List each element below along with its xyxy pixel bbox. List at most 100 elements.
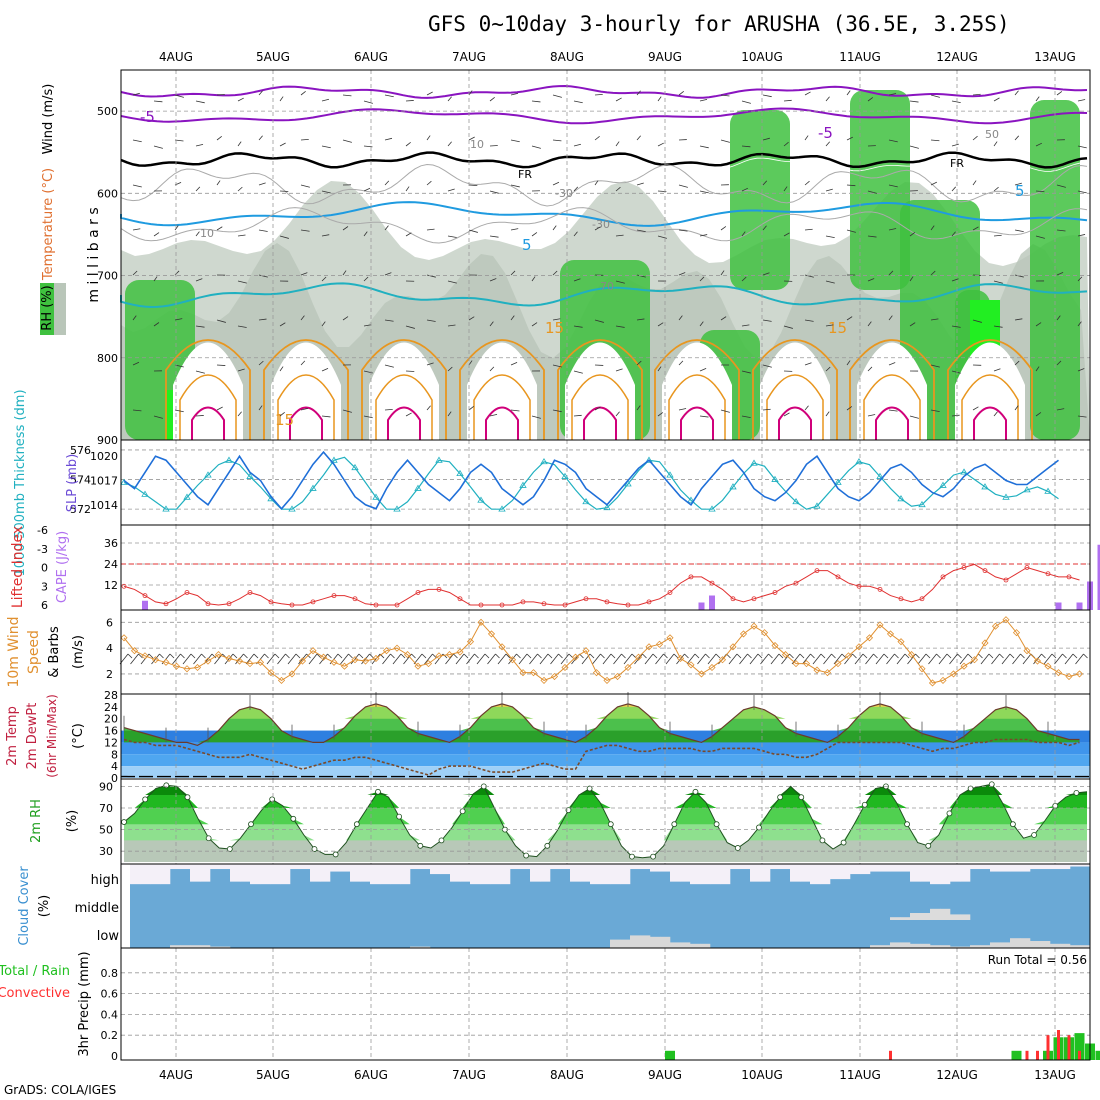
low-cloud-bar <box>930 945 941 948</box>
wind-barb <box>342 270 347 276</box>
surface-wind-barb-flag <box>652 653 658 659</box>
wind-barb <box>1056 408 1065 411</box>
surface-wind-barb-flag <box>925 653 931 659</box>
surface-wind-barb <box>235 653 244 665</box>
wind-barb <box>258 405 263 411</box>
date-label-top: 11AUG <box>839 50 881 64</box>
contour-label: 5 <box>1015 182 1025 200</box>
thickness-marker <box>330 456 338 463</box>
wind-barb <box>258 360 264 366</box>
high-cloud-gap <box>550 864 561 870</box>
wind-barb <box>573 278 581 282</box>
low-cloud-bar <box>960 946 971 948</box>
rh-marker <box>1031 832 1037 838</box>
wind-barb <box>636 229 646 232</box>
lifted-index-marker <box>982 568 988 574</box>
surface-wind-barb <box>497 653 507 665</box>
wind-barb <box>468 229 478 233</box>
wind-barb <box>888 139 898 143</box>
wind-speed-marker <box>372 654 380 663</box>
wind-speed-marker <box>729 643 737 651</box>
wind-barb <box>699 368 707 372</box>
high-cloud-gap <box>790 864 801 882</box>
wind-barb <box>237 325 247 328</box>
thickness-marker <box>897 495 905 502</box>
thickness-marker <box>204 471 212 478</box>
wind-barb <box>783 99 792 102</box>
lifted-index-marker <box>604 599 610 605</box>
rh-marker <box>692 788 699 795</box>
wind-barb <box>153 276 158 282</box>
wind-barb <box>1014 229 1024 233</box>
wind-barb <box>216 364 226 366</box>
surface-wind-barb-flag <box>411 653 416 659</box>
high-cloud-gap <box>610 864 621 885</box>
wind-barb <box>825 366 831 372</box>
warm-dome <box>271 342 341 440</box>
wind-barb <box>615 186 621 192</box>
surface-wind-barb <box>1043 653 1053 665</box>
rh-marker <box>375 788 381 795</box>
surface-wind-barb <box>896 653 906 665</box>
surface-wind-barb <box>655 653 664 665</box>
rh-marker <box>925 842 932 849</box>
wind-barb <box>321 98 330 102</box>
wind-speed-marker <box>214 651 223 659</box>
high-cloud-gap <box>870 864 881 872</box>
wind-barb <box>993 325 1003 328</box>
lifted-index-marker <box>793 580 799 586</box>
surface-wind-barb-flag <box>1009 653 1015 659</box>
lifted-tick: -3 <box>37 543 48 556</box>
thickness-marker <box>750 459 758 466</box>
wind-barb <box>909 322 916 327</box>
rh-marker <box>840 839 847 846</box>
thickness-marker <box>456 469 464 477</box>
temp-contour-minus10 <box>120 84 1088 99</box>
wind-speed-marker <box>330 658 338 666</box>
high-cloud-gap <box>880 864 891 872</box>
surface-wind-barb-flag <box>159 653 164 659</box>
wind-barb <box>678 229 688 232</box>
surface-wind-barb <box>644 653 654 665</box>
low-cloud-bar <box>650 936 661 948</box>
thickness-marker <box>708 505 716 512</box>
wind-speed-marker <box>120 634 128 642</box>
high-cloud-gap <box>170 864 181 870</box>
high-cloud-gap <box>150 864 161 885</box>
wind-barb <box>552 139 562 142</box>
high-cloud-gap <box>860 864 871 875</box>
wind-barb <box>489 235 499 238</box>
wind-barb <box>762 225 767 231</box>
wind-barb <box>993 186 999 192</box>
lifted-index-marker <box>520 599 526 605</box>
thickness-marker <box>981 483 989 490</box>
rh-marker <box>417 842 424 849</box>
surface-wind-barb-flag <box>390 653 395 659</box>
wind-barb <box>657 366 662 372</box>
contour-label: -5 <box>818 124 833 142</box>
thickness-marker <box>624 480 632 487</box>
surface-wind-barb <box>130 653 139 665</box>
wind-barb <box>468 316 475 321</box>
wind-barb <box>405 370 415 372</box>
wind-barb <box>1014 274 1024 278</box>
wind-tick: 2 <box>106 668 113 681</box>
wind-barb <box>867 414 876 417</box>
low-cloud-bar <box>900 942 911 948</box>
surface-wind-barb <box>1075 653 1084 665</box>
lifted-tick: 0 <box>41 562 48 575</box>
dewpoint-line <box>123 738 1080 776</box>
contour-label: 15 <box>275 411 294 429</box>
precip-convective-bar <box>1036 1050 1039 1060</box>
wind-barb <box>195 143 204 147</box>
high-cloud-gap <box>1070 864 1081 867</box>
cape-axis-label: CAPE (J/kg) <box>55 531 70 603</box>
lifted-axis-label: Lifted Index <box>10 526 26 608</box>
wind-barb <box>594 135 600 141</box>
thickness-marker <box>393 505 401 512</box>
surface-wind-barb <box>455 653 465 665</box>
date-label-bottom: 4AUG <box>159 1068 193 1082</box>
wind-speed-marker <box>561 663 569 672</box>
wind-barb <box>1077 190 1087 194</box>
wind-barb <box>804 180 810 186</box>
